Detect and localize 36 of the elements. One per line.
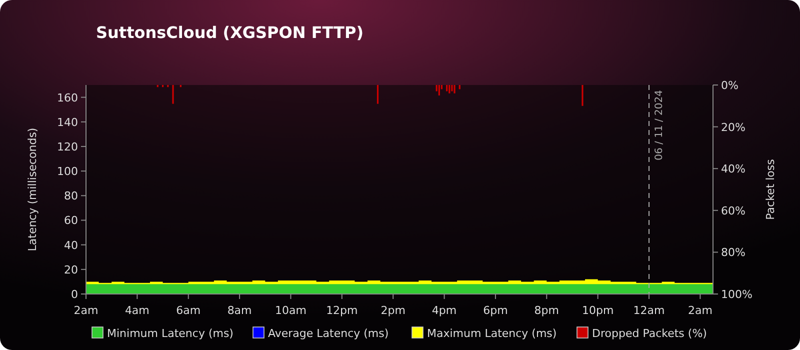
y-tick-label: 20 xyxy=(64,263,78,276)
x-tick-label: 4pm xyxy=(432,304,457,317)
legend-label: Maximum Latency (ms) xyxy=(427,327,557,340)
x-tick-label: 8pm xyxy=(534,304,560,317)
legend-label: Average Latency (ms) xyxy=(268,327,389,340)
y-tick-label: 40 xyxy=(64,238,78,252)
y2-tick-label: 40% xyxy=(721,162,746,176)
legend-label: Dropped Packets (%) xyxy=(592,327,707,340)
x-tick-label: 12pm xyxy=(326,304,358,317)
y2-tick-label: 20% xyxy=(721,120,746,134)
x-tick-label: 4am xyxy=(124,304,150,317)
y2-axis-title: Packet loss xyxy=(764,158,777,220)
y-tick-label: 140 xyxy=(57,116,78,129)
y2-tick-label: 60% xyxy=(721,204,746,218)
y2-tick-label: 0% xyxy=(721,79,738,92)
legend-label: Minimum Latency (ms) xyxy=(107,327,234,340)
ref-line-label: 06 / 11 / 2024 xyxy=(654,90,666,160)
y2-tick-label: 100% xyxy=(721,288,752,301)
x-tick-label: 2am xyxy=(688,304,712,317)
y-tick-label: 80 xyxy=(64,190,78,203)
x-tick-label: 10am xyxy=(275,304,306,317)
x-tick-label: 10pm xyxy=(582,304,614,317)
y-tick-label: 60 xyxy=(64,214,78,228)
y-tick-label: 0 xyxy=(71,288,78,301)
y-axis-title: Latency (milliseconds) xyxy=(26,128,39,252)
chart-title: SuttonsCloud (XGSPON FTTP) xyxy=(96,23,364,42)
x-tick-label: 6am xyxy=(176,304,201,317)
y-tick-label: 100 xyxy=(57,165,78,178)
x-tick-label: 2am xyxy=(74,304,98,317)
x-tick-label: 8am xyxy=(227,304,252,317)
x-tick-label: 12am xyxy=(633,304,665,317)
y2-tick-label: 80% xyxy=(721,246,746,260)
x-tick-label: 6pm xyxy=(483,304,508,317)
x-tick-label: 2pm xyxy=(380,304,406,317)
y-tick-label: 120 xyxy=(57,140,78,154)
y-tick-label: 160 xyxy=(57,91,78,104)
